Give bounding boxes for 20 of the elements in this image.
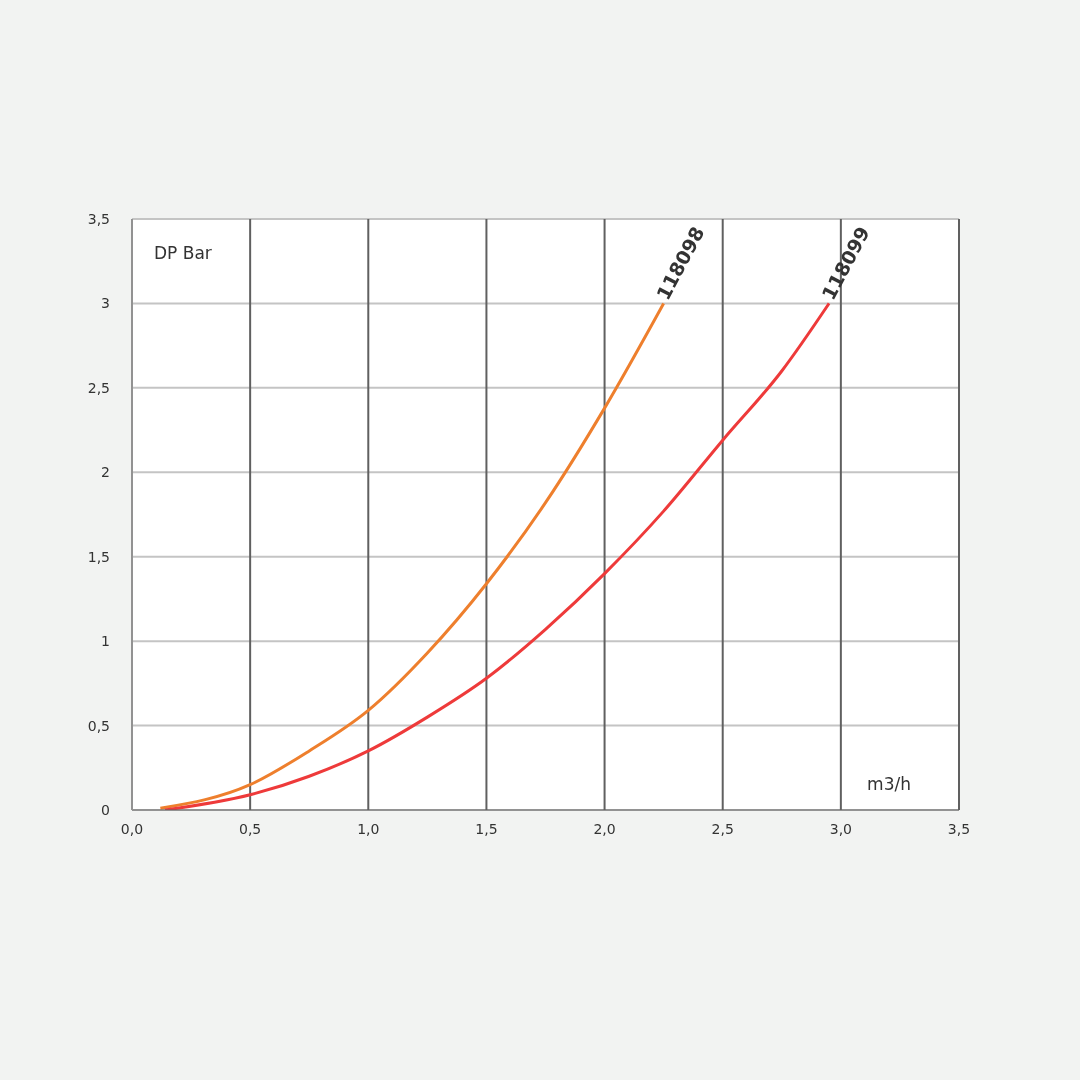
y-tick-label: 0 xyxy=(101,802,110,818)
y-tick-label: 0,5 xyxy=(87,717,110,734)
y-tick-label: 1 xyxy=(101,633,110,650)
y-tick-label: 3,5 xyxy=(87,211,110,227)
x-tick-label: 1,0 xyxy=(357,821,380,837)
x-tick-label: 2,5 xyxy=(711,821,734,837)
x-tick-label: 3,0 xyxy=(829,821,852,837)
line-series xyxy=(163,301,831,810)
x-axis-title: m3/h xyxy=(867,774,911,794)
line-series xyxy=(158,301,666,810)
y-tick-label: 3 xyxy=(101,295,110,312)
x-tick-label: 3,5 xyxy=(947,821,971,837)
x-tick-label: 0,0 xyxy=(120,821,144,837)
x-tick-label: 2,0 xyxy=(593,821,616,837)
y-axis-title: DP Bar xyxy=(154,243,212,263)
x-tick-label: 1,5 xyxy=(475,821,498,837)
y-tick-label: 2,5 xyxy=(87,379,110,396)
x-tick-label: 0,5 xyxy=(239,821,262,837)
y-tick-label: 2 xyxy=(101,464,110,481)
y-tick-label: 1,5 xyxy=(87,548,110,565)
